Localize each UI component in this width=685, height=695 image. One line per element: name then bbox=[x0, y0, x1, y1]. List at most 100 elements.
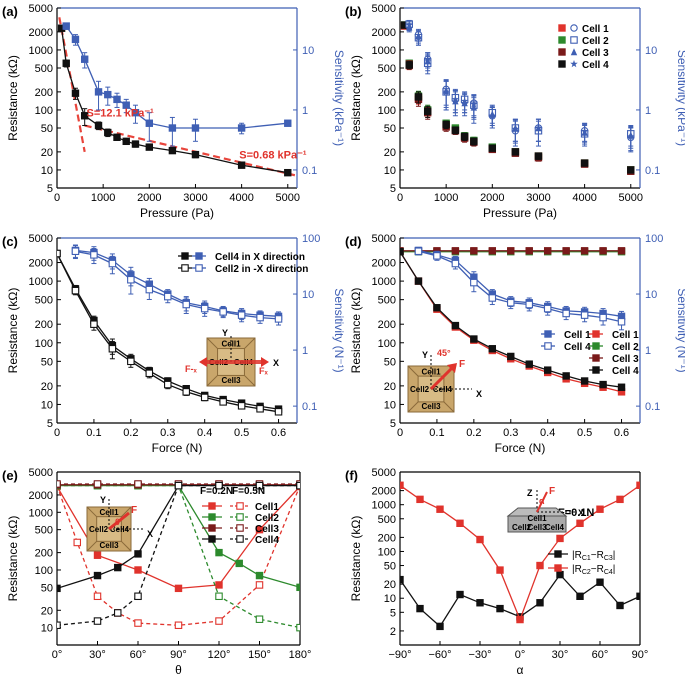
data-point bbox=[145, 369, 154, 378]
y-tick-label: 50 bbox=[384, 561, 396, 573]
data-point bbox=[451, 247, 460, 255]
legend-label: Cell 1 bbox=[582, 24, 609, 35]
data-point bbox=[164, 380, 172, 389]
legend-marker bbox=[592, 342, 600, 350]
y-axis-label: Resistance (kΩ) bbox=[6, 288, 20, 374]
x-axis-label: Pressure (Pa) bbox=[483, 206, 557, 220]
data-point bbox=[215, 617, 223, 625]
data-point bbox=[525, 247, 533, 255]
x-tick-label: 0.4 bbox=[540, 427, 555, 439]
data-point bbox=[237, 402, 246, 410]
cell-label: Cell3 bbox=[221, 376, 241, 385]
bevel bbox=[120, 506, 132, 518]
data-point bbox=[131, 108, 140, 117]
y-tick-label: 500 bbox=[378, 63, 396, 75]
data-point bbox=[616, 601, 624, 610]
data-point bbox=[562, 247, 570, 255]
arrow-head bbox=[199, 357, 207, 367]
data-point bbox=[599, 313, 607, 322]
x-tick-label: 120° bbox=[208, 649, 231, 661]
data-point bbox=[71, 286, 80, 295]
legend-label: |RC1−RC3| bbox=[572, 550, 615, 562]
data-point bbox=[436, 622, 444, 631]
y-tick-label: 200 bbox=[378, 532, 396, 544]
y2-tick-label: 0.1 bbox=[302, 401, 317, 413]
series-line bbox=[418, 250, 622, 323]
plot-area bbox=[400, 19, 635, 175]
y-tick-label: 10 bbox=[41, 623, 53, 635]
data-point bbox=[451, 259, 460, 268]
panel-e: (e) 0° 30° 60° 90° 120° 150° 180° 10 20 50 100 200 50… bbox=[2, 467, 311, 677]
y2-axis-label: Sensitivity (N⁻¹) bbox=[675, 288, 685, 372]
y-tick-label: 20 bbox=[41, 147, 53, 159]
data-point bbox=[470, 247, 478, 255]
panel-c: (c)0 0.1 0.2 0.3 0.4 0.5 0.6510205010020050010… bbox=[2, 233, 346, 455]
data-point bbox=[617, 318, 626, 326]
y2-tick-label: 1 bbox=[645, 105, 651, 117]
x-tick-label: 5000 bbox=[276, 192, 300, 204]
data-point bbox=[237, 161, 246, 169]
legend-marker bbox=[208, 502, 216, 510]
data-point bbox=[636, 592, 640, 600]
data-point bbox=[488, 294, 497, 302]
x-tick-label: 4000 bbox=[572, 192, 596, 204]
data-point bbox=[436, 505, 444, 513]
data-point bbox=[580, 311, 589, 319]
y-tick-label: 1000 bbox=[372, 45, 396, 57]
y2-tick-label: 10 bbox=[645, 45, 657, 57]
data-point bbox=[256, 405, 264, 413]
legend-label: Cell4 in X direction bbox=[215, 252, 305, 263]
x-tick-label: 0.1 bbox=[429, 427, 444, 439]
y2-tick-label: 0.1 bbox=[645, 401, 660, 413]
y2-tick-label: 100 bbox=[645, 233, 663, 245]
data-point bbox=[284, 119, 292, 127]
legend-header: F=0.5N bbox=[232, 486, 265, 497]
data-point bbox=[442, 87, 450, 96]
series-cell-4-s bbox=[414, 247, 626, 331]
panel-label: (c) bbox=[2, 234, 18, 249]
y-tick-label: 5 bbox=[390, 418, 396, 430]
x-tick-label: 5000 bbox=[619, 192, 643, 204]
y-tick-label: 2 bbox=[390, 626, 396, 638]
data-point bbox=[414, 277, 423, 285]
y-tick-label: 50 bbox=[41, 582, 53, 594]
y-tick-label: 5 bbox=[47, 183, 53, 195]
y-tick-label: 50 bbox=[384, 356, 396, 368]
legend-marker bbox=[558, 36, 566, 44]
panel-label: (e) bbox=[2, 468, 18, 483]
x-axis-label: Pressure (Pa) bbox=[140, 206, 214, 220]
legend-marker bbox=[558, 48, 566, 56]
bevel bbox=[86, 506, 98, 518]
x-tick-label: 2000 bbox=[137, 192, 161, 204]
x-tick-label: 3000 bbox=[183, 192, 207, 204]
data-point bbox=[423, 55, 432, 63]
data-point bbox=[596, 505, 604, 513]
bevel bbox=[244, 337, 256, 349]
data-point bbox=[71, 35, 80, 44]
data-point bbox=[94, 88, 103, 96]
data-point bbox=[255, 581, 264, 589]
x-tick-label: 30° bbox=[89, 649, 106, 661]
data-point bbox=[416, 495, 424, 504]
y-tick-label: 5 bbox=[390, 183, 396, 195]
data-point bbox=[488, 144, 497, 152]
x-tick-label: −30° bbox=[468, 649, 491, 661]
legend-label-part: C1 bbox=[582, 555, 591, 562]
data-point bbox=[215, 592, 223, 601]
legend-label: Cell2 bbox=[255, 513, 279, 524]
legend-marker bbox=[592, 354, 600, 362]
data-point bbox=[562, 309, 570, 318]
data-point bbox=[71, 89, 80, 97]
data-point bbox=[134, 480, 142, 488]
panel-d: (d)0 0.1 0.2 0.3 0.4 0.5 0.6510205010020050010… bbox=[345, 233, 685, 455]
data-point bbox=[543, 304, 552, 313]
data-point bbox=[122, 137, 130, 146]
y-tick-label: 500 bbox=[378, 514, 396, 526]
legend-label: Cell2 in -X direction bbox=[215, 264, 308, 275]
y-tick-label: 2000 bbox=[29, 490, 53, 502]
bevel bbox=[443, 401, 455, 413]
data-point bbox=[93, 551, 102, 559]
